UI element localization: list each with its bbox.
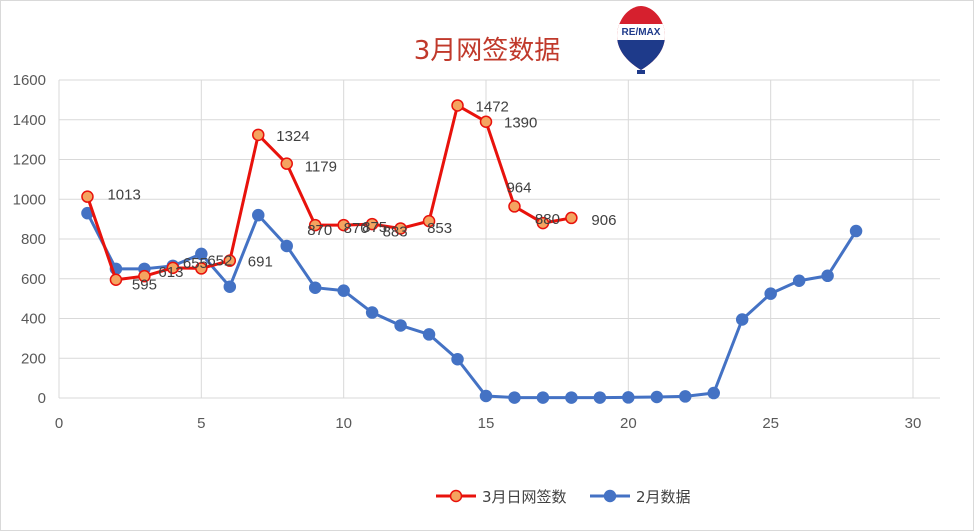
legend-swatch-marker bbox=[603, 489, 617, 503]
data-point bbox=[451, 99, 464, 112]
x-tick-label: 0 bbox=[55, 415, 63, 432]
data-label: 870 bbox=[307, 222, 332, 239]
data-point bbox=[565, 211, 578, 225]
data-label: 652 bbox=[207, 252, 232, 269]
data-point bbox=[792, 274, 806, 287]
chart-title: 3月网签数据 bbox=[413, 36, 561, 66]
data-point bbox=[252, 128, 265, 142]
x-tick-label: 25 bbox=[762, 415, 779, 432]
data-point bbox=[422, 328, 436, 341]
data-label: 906 bbox=[591, 212, 616, 229]
data-point bbox=[508, 200, 521, 213]
data-point bbox=[337, 284, 350, 297]
axes: 0 200 400 600 800 1000 1200 1400 1600 0 5 10 15 20 25 3… bbox=[13, 72, 922, 432]
data-point bbox=[707, 386, 720, 400]
data-label: 1179 bbox=[305, 159, 337, 176]
data-point bbox=[223, 280, 237, 293]
data-point bbox=[166, 261, 180, 275]
data-point bbox=[365, 306, 379, 319]
series-layer bbox=[81, 99, 863, 404]
data-point bbox=[252, 208, 265, 222]
legend-label: 3月日网签数 bbox=[482, 488, 567, 506]
y-tick-label: 1600 bbox=[13, 72, 46, 89]
data-point bbox=[195, 247, 208, 261]
data-label: 613 bbox=[158, 264, 183, 281]
data-point bbox=[679, 390, 692, 403]
data-point bbox=[650, 390, 664, 404]
data-label: 880 bbox=[535, 211, 560, 228]
series-line bbox=[86, 212, 858, 400]
data-point bbox=[508, 391, 521, 404]
data-point bbox=[479, 115, 493, 128]
data-point bbox=[735, 313, 749, 326]
data-label: 595 bbox=[132, 277, 157, 294]
data-point bbox=[451, 352, 464, 366]
data-label: 1472 bbox=[476, 98, 509, 115]
data-point bbox=[394, 222, 407, 235]
data-label: 691 bbox=[248, 254, 273, 271]
y-tick-label: 800 bbox=[21, 231, 46, 248]
y-tick-label: 200 bbox=[21, 350, 46, 367]
data-point bbox=[394, 319, 407, 332]
x-tick-label: 15 bbox=[478, 415, 495, 432]
data-point bbox=[479, 389, 493, 403]
data-label: 1013 bbox=[107, 187, 140, 204]
y-tick-label: 600 bbox=[21, 271, 46, 288]
y-tick-label: 0 bbox=[38, 390, 46, 407]
data-point bbox=[536, 216, 550, 230]
data-point bbox=[337, 218, 350, 232]
data-label: 875 bbox=[362, 219, 387, 236]
x-tick-label: 30 bbox=[905, 415, 922, 432]
data-point bbox=[195, 262, 208, 275]
y-tick-label: 1000 bbox=[13, 191, 46, 208]
data-label: 964 bbox=[506, 179, 531, 196]
data-point bbox=[308, 281, 322, 294]
x-tick-label: 20 bbox=[620, 415, 637, 432]
y-tick-label: 400 bbox=[21, 311, 46, 328]
data-point bbox=[622, 391, 635, 404]
data-point bbox=[109, 273, 123, 286]
legend: 3月日网签数 2月数据 bbox=[436, 488, 691, 506]
data-label: 883 bbox=[383, 223, 408, 240]
data-point bbox=[849, 224, 863, 238]
data-point bbox=[422, 214, 436, 228]
data-label: 1324 bbox=[276, 128, 309, 145]
data-label: 1390 bbox=[504, 115, 537, 132]
data-point bbox=[365, 217, 379, 231]
data-point bbox=[764, 287, 777, 300]
remax-balloon-logo: RE/MAX bbox=[617, 6, 665, 74]
legend-swatch-marker bbox=[449, 489, 463, 503]
data-label: 853 bbox=[427, 220, 452, 237]
data-label: 655 bbox=[183, 255, 208, 272]
data-point bbox=[593, 391, 607, 404]
x-tick-label: 5 bbox=[197, 415, 205, 432]
data-point bbox=[280, 239, 293, 253]
data-point bbox=[565, 391, 578, 404]
data-point bbox=[308, 218, 322, 232]
data-point bbox=[138, 269, 151, 283]
data-point bbox=[81, 190, 94, 203]
data-point bbox=[223, 254, 237, 267]
series-line bbox=[86, 103, 572, 282]
data-label: 870 bbox=[344, 220, 369, 237]
data-point bbox=[280, 157, 293, 170]
data-point bbox=[821, 269, 834, 283]
data-point bbox=[536, 391, 550, 404]
logo-text: RE/MAX bbox=[622, 27, 661, 38]
legend-label: 2月数据 bbox=[636, 488, 691, 506]
y-tick-label: 1200 bbox=[13, 152, 46, 169]
grid-lines bbox=[58, 79, 940, 399]
y-tick-label: 1400 bbox=[13, 112, 46, 129]
x-tick-label: 10 bbox=[335, 415, 352, 432]
